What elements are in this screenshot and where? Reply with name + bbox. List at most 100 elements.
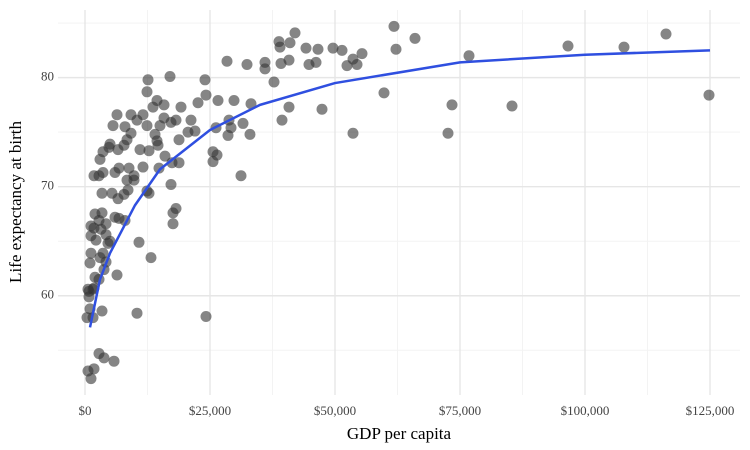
point — [128, 174, 140, 186]
point — [660, 28, 672, 40]
point — [390, 43, 402, 55]
point — [192, 97, 204, 109]
y-tick-label: 60 — [41, 287, 54, 302]
point — [97, 167, 109, 179]
point — [463, 50, 475, 62]
point — [274, 41, 286, 53]
point — [347, 127, 359, 139]
x-tick-label: $125,000 — [686, 403, 735, 418]
trend-line — [88, 49, 711, 328]
point — [142, 74, 154, 86]
point — [83, 291, 95, 303]
point — [165, 116, 177, 128]
x-tick-label: $50,000 — [314, 403, 356, 418]
x-tick-label: $75,000 — [439, 403, 481, 418]
point — [109, 167, 121, 179]
point — [199, 74, 211, 86]
y-axis-title: Life expectancy at birth — [6, 121, 25, 283]
point — [145, 252, 157, 264]
point — [200, 89, 212, 101]
point — [221, 55, 233, 67]
y-tick-label: 80 — [41, 69, 54, 84]
point — [153, 162, 165, 174]
point — [141, 120, 153, 132]
point — [327, 42, 339, 54]
point — [283, 101, 295, 113]
point — [241, 59, 253, 71]
point — [173, 134, 185, 146]
point — [200, 310, 212, 322]
point — [137, 161, 149, 173]
point — [98, 352, 110, 364]
point — [506, 100, 518, 112]
point — [111, 269, 123, 281]
point — [154, 120, 166, 132]
point — [159, 150, 171, 162]
point — [143, 145, 155, 157]
point — [112, 193, 124, 205]
point — [182, 126, 194, 138]
point — [442, 127, 454, 139]
point — [167, 218, 179, 230]
point — [303, 59, 315, 71]
point — [212, 95, 224, 107]
point — [173, 157, 185, 169]
y-tick-label: 70 — [41, 178, 54, 193]
point — [141, 86, 153, 98]
point — [85, 247, 97, 259]
point — [446, 99, 458, 111]
point — [175, 101, 187, 113]
point — [88, 363, 100, 375]
point — [108, 355, 120, 367]
point — [94, 153, 106, 165]
point — [84, 257, 96, 269]
point — [312, 43, 324, 55]
point — [237, 117, 249, 129]
point — [378, 87, 390, 99]
point — [300, 42, 312, 54]
point — [207, 156, 219, 168]
x-tick-label: $0 — [79, 403, 92, 418]
point — [131, 114, 143, 126]
point — [336, 44, 348, 56]
x-tick-label: $25,000 — [189, 403, 231, 418]
point — [103, 141, 115, 153]
x-axis-title: GDP per capita — [347, 424, 452, 443]
point — [134, 144, 146, 156]
point — [185, 114, 197, 126]
point — [351, 59, 363, 71]
point — [222, 129, 234, 141]
point — [341, 60, 353, 72]
point — [90, 234, 102, 246]
point — [102, 237, 114, 249]
point — [703, 89, 715, 101]
point — [88, 170, 100, 182]
point — [562, 40, 574, 52]
point — [85, 373, 97, 385]
point — [164, 71, 176, 83]
point — [245, 98, 257, 110]
point — [316, 103, 328, 115]
point — [228, 95, 240, 107]
point — [618, 41, 630, 53]
point — [152, 139, 164, 151]
point — [268, 76, 280, 88]
point — [409, 32, 421, 44]
point — [275, 57, 287, 69]
point — [165, 179, 177, 191]
x-tick-label: $100,000 — [561, 403, 610, 418]
point — [96, 305, 108, 317]
point — [276, 114, 288, 126]
point — [284, 37, 296, 49]
point — [112, 144, 124, 156]
point — [147, 101, 159, 113]
point — [259, 63, 271, 75]
point — [388, 20, 400, 32]
point — [235, 170, 247, 182]
point — [107, 120, 119, 132]
point — [158, 99, 170, 111]
point — [167, 207, 179, 219]
point — [133, 236, 145, 248]
point — [131, 307, 143, 319]
